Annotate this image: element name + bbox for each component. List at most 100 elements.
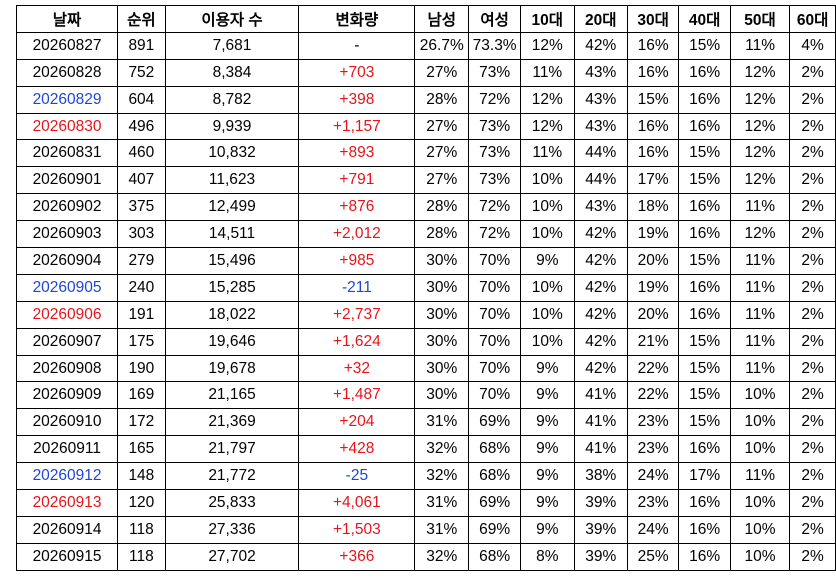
header-age-30s: 30대: [626, 5, 680, 33]
cell-date: 20260910: [15, 408, 119, 437]
cell-age-30s: 16%: [626, 112, 680, 141]
table-row: 20260914 118 27,336 +1,503 31% 69% 9% 39% 24% 16%…: [15, 515, 836, 544]
table-row: 20260905 240 15,285 -211 30% 70% 10% 42% 19% 16% 1…: [15, 273, 836, 302]
cell-age-20s: 42%: [573, 354, 628, 383]
cell-age-40s: 16%: [678, 489, 731, 517]
cell-change: +703: [298, 58, 416, 87]
cell-age-50s: 10%: [729, 435, 791, 464]
cell-date: 20260901: [15, 166, 119, 195]
cell-age-20s: 39%: [573, 542, 628, 571]
cell-female: 73.3%: [468, 31, 522, 60]
cell-age-60s: 2%: [789, 273, 836, 302]
cell-change: +2,737: [298, 300, 416, 329]
cell-age-50s: 11%: [729, 300, 791, 329]
cell-change: -25: [298, 462, 416, 491]
cell-male: 32%: [414, 435, 470, 464]
cell-age-40s: 16%: [678, 220, 731, 249]
cell-female: 72%: [468, 193, 522, 222]
cell-female: 70%: [468, 327, 522, 356]
cell-age-60s: 2%: [789, 354, 836, 383]
table-row: 20260911 165 21,797 +428 32% 68% 9% 41% 23% 16% 10…: [15, 435, 836, 464]
cell-change: +1,157: [298, 112, 416, 141]
cell-date: 20260908: [15, 354, 119, 383]
cell-rank: 604: [117, 85, 166, 114]
cell-age-60s: 2%: [789, 327, 836, 356]
cell-age-40s: 16%: [678, 58, 731, 87]
cell-age-30s: 17%: [626, 166, 680, 195]
cell-male: 31%: [414, 489, 470, 517]
cell-age-30s: 25%: [626, 542, 680, 571]
user-stats-table: 날짜 순위 이용자 수 변화량 남성 여성 10대 20대 30대 40대 50…: [15, 5, 836, 571]
cell-age-50s: 11%: [729, 273, 791, 302]
cell-male: 30%: [414, 327, 470, 356]
cell-date: 20260915: [15, 542, 119, 571]
cell-date: 20260904: [15, 247, 119, 275]
cell-age-50s: 11%: [729, 31, 791, 60]
cell-change: +2,012: [298, 220, 416, 249]
cell-age-60s: 2%: [789, 489, 836, 517]
cell-date: 20260827: [15, 31, 119, 60]
cell-male: 27%: [414, 112, 470, 141]
cell-rank: 191: [117, 300, 166, 329]
cell-age-60s: 2%: [789, 247, 836, 275]
cell-rank: 891: [117, 31, 166, 60]
cell-female: 69%: [468, 489, 522, 517]
cell-age-50s: 12%: [729, 220, 791, 249]
cell-age-30s: 22%: [626, 381, 680, 410]
cell-age-60s: 2%: [789, 220, 836, 249]
cell-date: 20260830: [15, 112, 119, 141]
cell-rank: 118: [117, 515, 166, 544]
cell-change: -: [298, 31, 416, 60]
cell-rank: 496: [117, 112, 166, 141]
cell-date: 20260912: [15, 462, 119, 491]
cell-age-50s: 10%: [729, 542, 791, 571]
cell-male: 28%: [414, 220, 470, 249]
cell-change: -211: [298, 273, 416, 302]
cell-rank: 148: [117, 462, 166, 491]
cell-age-10s: 10%: [520, 166, 575, 195]
cell-age-50s: 12%: [729, 112, 791, 141]
cell-age-40s: 15%: [678, 31, 731, 60]
table-row: 20260904 279 15,496 +985 30% 70% 9% 42% 20% 15% 11…: [15, 247, 836, 275]
cell-age-30s: 24%: [626, 515, 680, 544]
cell-age-40s: 16%: [678, 112, 731, 141]
cell-age-40s: 17%: [678, 462, 731, 491]
cell-change: +876: [298, 193, 416, 222]
cell-age-40s: 15%: [678, 354, 731, 383]
cell-date: 20260903: [15, 220, 119, 249]
cell-male: 31%: [414, 408, 470, 437]
cell-age-40s: 15%: [678, 381, 731, 410]
cell-users: 8,384: [164, 58, 300, 87]
header-change: 변화량: [298, 5, 416, 33]
table-row: 20260901 407 11,623 +791 27% 73% 10% 44% 17% 15% 1…: [15, 166, 836, 195]
cell-age-50s: 10%: [729, 408, 791, 437]
cell-age-10s: 8%: [520, 542, 575, 571]
cell-date: 20260913: [15, 489, 119, 517]
table-row: 20260828 752 8,384 +703 27% 73% 11% 43% 16% 16% 12…: [15, 58, 836, 87]
cell-age-30s: 16%: [626, 139, 680, 168]
cell-male: 31%: [414, 515, 470, 544]
header-rank: 순위: [117, 5, 166, 33]
cell-age-60s: 2%: [789, 381, 836, 410]
cell-age-10s: 10%: [520, 300, 575, 329]
cell-rank: 752: [117, 58, 166, 87]
cell-rank: 172: [117, 408, 166, 437]
cell-rank: 169: [117, 381, 166, 410]
cell-age-20s: 42%: [573, 300, 628, 329]
cell-age-10s: 11%: [520, 139, 575, 168]
cell-age-10s: 9%: [520, 435, 575, 464]
cell-date: 20260905: [15, 273, 119, 302]
cell-female: 69%: [468, 408, 522, 437]
cell-male: 28%: [414, 85, 470, 114]
cell-users: 21,165: [164, 381, 300, 410]
cell-age-50s: 11%: [729, 462, 791, 491]
cell-age-60s: 2%: [789, 112, 836, 141]
cell-male: 27%: [414, 58, 470, 87]
header-date: 날짜: [15, 5, 119, 33]
cell-female: 70%: [468, 354, 522, 383]
cell-age-10s: 9%: [520, 247, 575, 275]
cell-age-40s: 16%: [678, 300, 731, 329]
cell-age-30s: 23%: [626, 435, 680, 464]
table-row: 20260912 148 21,772 -25 32% 68% 9% 38% 24% 17% 11%…: [15, 462, 836, 491]
cell-users: 27,336: [164, 515, 300, 544]
